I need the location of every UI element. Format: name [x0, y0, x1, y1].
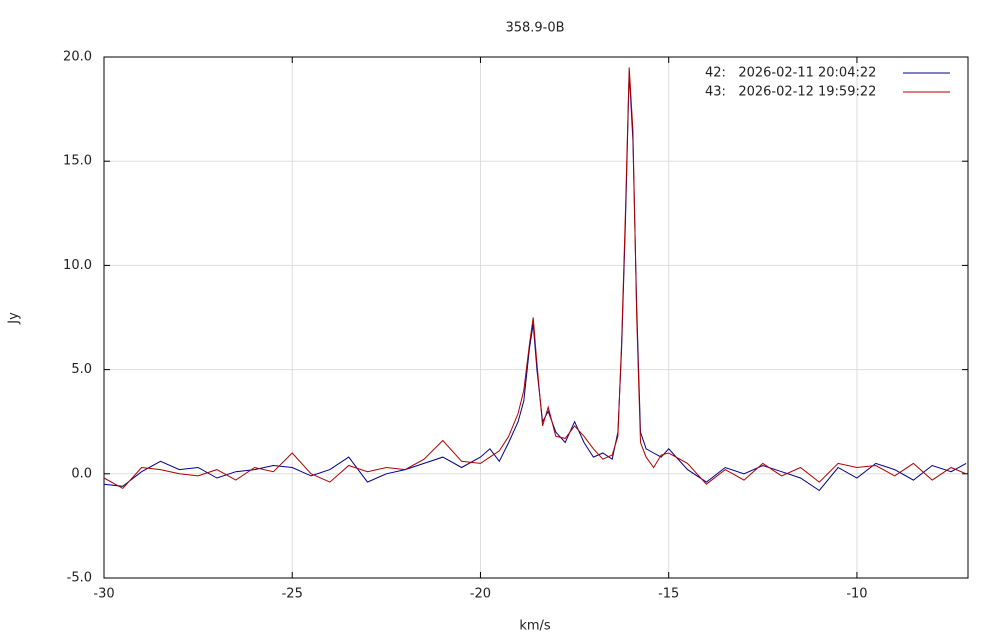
- y-tick-label: 0.0: [71, 466, 92, 481]
- legend-label: 43: 2026-02-12 19:59:22: [705, 85, 876, 100]
- y-tick-label: -5.0: [67, 571, 92, 586]
- y-tick-label: 15.0: [63, 154, 92, 169]
- x-tick-label: -20: [470, 587, 491, 602]
- x-axis-label: km/s: [519, 619, 551, 634]
- x-tick-label: -15: [658, 587, 679, 602]
- series-line: [103, 67, 967, 490]
- legend-label: 42: 2026-02-11 20:04:22: [705, 66, 876, 81]
- y-axis-label: Jy: [7, 312, 22, 325]
- y-tick-label: 20.0: [63, 50, 92, 65]
- y-tick-label: 10.0: [63, 258, 92, 273]
- chart-title: 358.9-0B: [505, 21, 564, 36]
- series-line: [103, 71, 967, 492]
- plot-frame: [103, 56, 969, 579]
- x-tick-label: -25: [282, 587, 303, 602]
- x-tick-label: -30: [93, 587, 114, 602]
- y-tick-label: 5.0: [71, 362, 92, 377]
- x-tick-label: -10: [846, 587, 867, 602]
